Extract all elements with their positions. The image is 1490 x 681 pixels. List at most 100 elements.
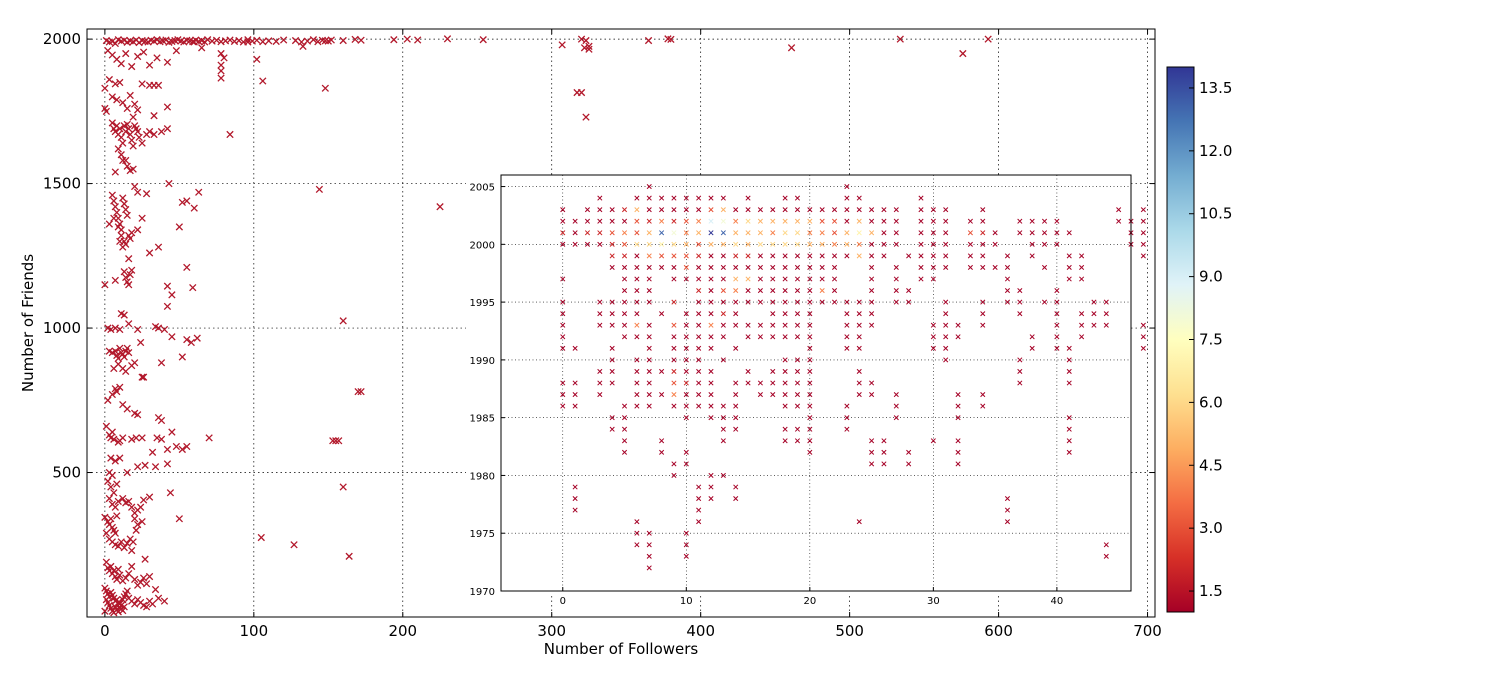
inset-data-point — [720, 438, 726, 444]
data-point — [129, 538, 137, 546]
data-point — [107, 515, 115, 523]
data-point — [145, 493, 154, 501]
inset-data-point — [671, 241, 677, 247]
inset-data-point — [745, 322, 751, 328]
inset-data-point — [1103, 553, 1109, 559]
inset-data-point — [794, 392, 801, 398]
inset-data-point — [980, 311, 986, 317]
data-point — [585, 45, 593, 53]
data-point — [122, 240, 130, 248]
inset-data-point — [1004, 276, 1011, 282]
inset-data-point — [646, 322, 652, 328]
inset-data-point — [831, 241, 838, 247]
inset-data-point — [634, 195, 640, 201]
data-point — [114, 223, 122, 231]
data-point — [315, 185, 324, 194]
inset-data-point — [943, 345, 949, 351]
inset-data-point — [856, 218, 862, 224]
inset-data-point — [696, 241, 702, 247]
data-point — [226, 130, 234, 139]
data-point — [141, 555, 149, 563]
data-point — [104, 477, 112, 485]
inset-data-point — [782, 438, 788, 444]
data-point — [111, 203, 119, 211]
data-point — [577, 88, 586, 97]
inset-data-point — [745, 380, 751, 386]
inset-data-point — [1029, 345, 1035, 351]
inset-data-point — [634, 207, 640, 213]
inset-data-point — [1054, 299, 1060, 305]
colorbar-ticks: 1.5 3.0 4.5 6.0 7.5 9.0 10.5 12.0 13.5 — [1189, 79, 1232, 600]
inset-data-point — [831, 207, 838, 213]
inset-data-point — [992, 230, 998, 236]
inset-data-point — [943, 322, 949, 328]
inset-data-point — [1004, 507, 1011, 513]
inset-data-point — [807, 334, 813, 340]
inset-data-point — [992, 241, 998, 247]
inset-data-point — [807, 276, 813, 282]
inset-data-point — [770, 334, 776, 340]
data-point — [125, 569, 133, 578]
inset-data-point — [646, 276, 652, 282]
inset-data-point — [720, 276, 726, 282]
inset-data-point — [572, 218, 578, 224]
inset-data-point — [955, 415, 961, 421]
data-point — [101, 281, 109, 289]
inset-data-point — [807, 253, 813, 259]
inset-data-point — [720, 288, 726, 294]
inset-data-point — [918, 241, 924, 247]
data-point — [119, 434, 127, 442]
inset-data-point — [881, 207, 887, 213]
inset-x-tick-label: 40 — [1051, 596, 1064, 607]
inset-data-point — [893, 299, 899, 305]
inset-data-point — [634, 530, 640, 536]
inset-data-point — [1066, 276, 1072, 282]
inset-data-point — [621, 449, 628, 455]
inset-data-point — [683, 542, 689, 548]
main-y-tick-label: 500 — [52, 464, 81, 482]
inset-data-point — [794, 357, 801, 363]
inset-data-point — [609, 299, 615, 305]
inset-data-point — [1140, 253, 1146, 259]
data-point — [102, 596, 111, 604]
data-point — [123, 162, 131, 170]
inset-data-point — [869, 461, 875, 467]
inset-data-point — [930, 334, 936, 340]
inset-data-point — [708, 472, 714, 478]
inset-data-point — [572, 345, 578, 351]
inset-y-tick-label: 1985 — [470, 414, 495, 425]
inset-data-point — [794, 368, 801, 374]
inset-data-point — [906, 288, 912, 294]
inset-data-point — [807, 345, 813, 351]
data-point — [299, 42, 307, 50]
inset-data-point — [671, 299, 677, 305]
inset-data-point — [733, 253, 739, 259]
inset-data-point — [696, 507, 702, 513]
inset-data-point — [906, 449, 912, 455]
inset-data-point — [869, 207, 875, 213]
inset-data-point — [621, 322, 628, 328]
inset-data-point — [634, 264, 640, 270]
data-point — [133, 325, 142, 334]
inset-data-point — [646, 368, 652, 374]
inset-data-point — [659, 438, 665, 444]
inset-data-point — [646, 195, 652, 201]
data-point — [136, 578, 145, 586]
inset-data-point — [794, 207, 801, 213]
data-point — [125, 255, 133, 263]
inset-data-point — [708, 496, 714, 502]
inset-data-point — [757, 230, 763, 236]
data-point — [139, 496, 148, 504]
main-x-tick-label: 400 — [686, 622, 715, 640]
data-point — [148, 600, 157, 608]
colorbar-tick-label: 12.0 — [1199, 142, 1232, 160]
inset-data-point — [646, 565, 652, 571]
main-y-tick-label: 1000 — [43, 319, 81, 337]
data-point — [122, 367, 130, 376]
inset-data-point — [955, 449, 961, 455]
inset-data-point — [560, 241, 566, 247]
inset-data-point — [646, 542, 652, 548]
inset-data-point — [757, 299, 763, 305]
main-x-ticks: 0 100 200 300 400 500 600 700 — [100, 29, 1162, 640]
inset-data-point — [1054, 311, 1060, 317]
